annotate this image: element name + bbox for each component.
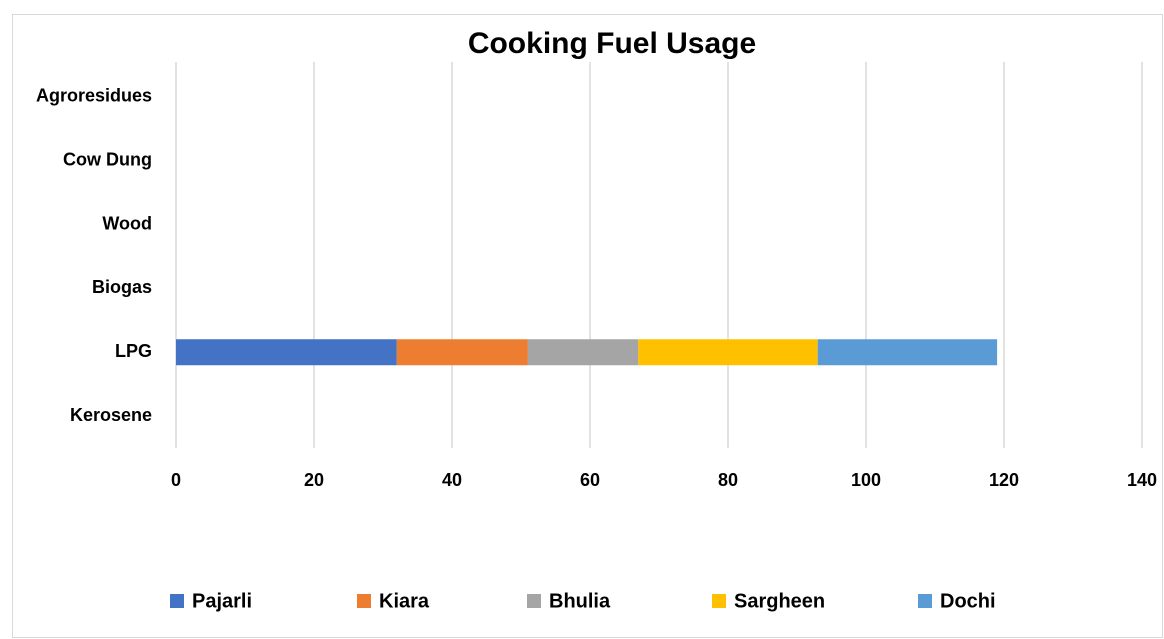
chart-border [12, 14, 1163, 638]
x-tick-label: 20 [304, 470, 324, 490]
y-tick-label: LPG [115, 341, 152, 361]
x-tick-label: 60 [580, 470, 600, 490]
legend-swatch [712, 594, 726, 608]
x-tick-label: 80 [718, 470, 738, 490]
y-tick-label: Wood [102, 213, 152, 233]
legend-label: Dochi [940, 590, 996, 612]
legend-label: Kiara [379, 590, 430, 612]
y-tick-label: Agroresidues [36, 86, 152, 106]
y-tick-label: Kerosene [70, 405, 152, 425]
x-tick-label: 140 [1127, 470, 1157, 490]
legend-swatch [918, 594, 932, 608]
chart-title: Cooking Fuel Usage [468, 27, 756, 60]
legend-label: Pajarli [192, 590, 252, 612]
legend-label: Sargheen [734, 590, 825, 612]
y-tick-label: Cow Dung [63, 150, 152, 170]
legend-label: Bhulia [549, 590, 611, 612]
bar [176, 339, 397, 366]
bar [527, 339, 639, 366]
bar [396, 339, 528, 366]
bar [638, 339, 818, 366]
x-tick-label: 40 [442, 470, 462, 490]
x-tick-label: 100 [851, 470, 881, 490]
legend-swatch [170, 594, 184, 608]
x-tick-label: 0 [171, 470, 181, 490]
bar [817, 339, 998, 366]
legend-swatch [357, 594, 371, 608]
y-tick-label: Biogas [92, 277, 152, 297]
x-tick-label: 120 [989, 470, 1019, 490]
legend-swatch [527, 594, 541, 608]
